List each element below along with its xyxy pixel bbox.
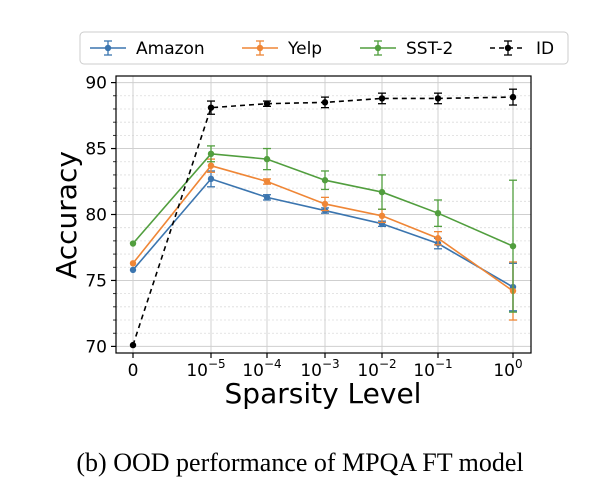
data-point <box>378 188 386 196</box>
legend-marker <box>374 44 382 52</box>
legend-label: Yelp <box>287 39 322 59</box>
plot-area <box>129 88 517 349</box>
data-point <box>129 341 137 349</box>
data-point <box>321 99 329 106</box>
data-point <box>129 266 137 274</box>
series-line <box>132 152 514 247</box>
data-point <box>434 95 442 102</box>
series-yelp <box>129 158 517 321</box>
data-point <box>207 104 215 111</box>
legend-frame <box>79 31 569 65</box>
data-point <box>378 95 386 102</box>
series-amazon <box>129 170 517 312</box>
data-point <box>378 212 386 220</box>
legend: Amazon Yelp SST-2 ID <box>79 31 569 65</box>
data-point <box>263 194 271 201</box>
data-point <box>263 155 271 163</box>
legend-label: ID <box>536 39 554 59</box>
x-tick-label: 0 <box>128 361 139 381</box>
y-axis-label: Accuracy <box>50 151 83 279</box>
data-point <box>207 175 215 183</box>
data-point <box>263 100 271 107</box>
data-point <box>509 242 517 250</box>
data-point <box>434 209 442 217</box>
y-tick-label: 85 <box>85 140 107 160</box>
data-point <box>509 93 517 101</box>
y-tick-label: 80 <box>85 206 107 226</box>
data-point <box>321 200 329 208</box>
series-sst-2 <box>129 145 517 313</box>
data-point <box>434 235 442 242</box>
legend-marker <box>504 44 512 52</box>
x-tick-label: 100 <box>493 357 522 381</box>
series-line <box>132 177 514 288</box>
y-tick-label: 90 <box>85 74 107 94</box>
legend-marker <box>256 44 264 52</box>
grid-lines <box>116 76 531 353</box>
figure-caption: (b) OOD performance of MPQA FT model <box>76 448 524 477</box>
data-point <box>207 150 215 158</box>
x-axis-label: Sparsity Level <box>225 377 422 410</box>
data-point <box>321 177 329 184</box>
data-point <box>129 240 137 247</box>
series-id <box>129 88 517 349</box>
y-tick-label: 70 <box>85 337 107 357</box>
legend-marker <box>104 44 112 52</box>
legend-label: SST-2 <box>406 39 453 59</box>
data-point <box>263 178 271 185</box>
series-line <box>132 164 514 292</box>
legend-label: Amazon <box>136 39 205 59</box>
data-point <box>207 162 215 169</box>
y-tick-label: 75 <box>85 271 107 291</box>
x-tick-label: 10−5 <box>186 357 225 381</box>
data-point <box>129 260 137 267</box>
